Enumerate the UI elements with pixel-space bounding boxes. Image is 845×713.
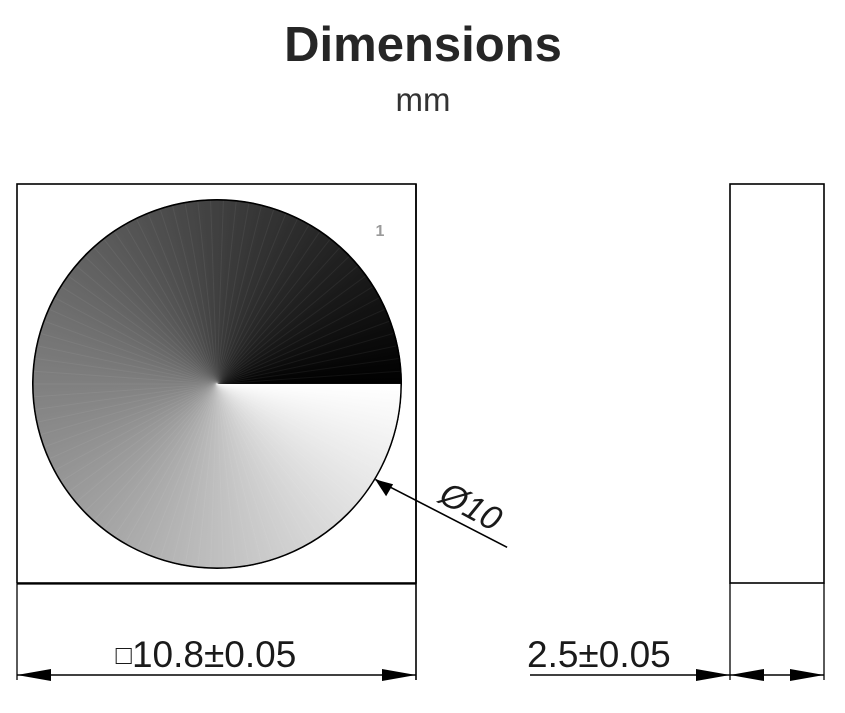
- svg-text:mm: mm: [396, 81, 451, 118]
- svg-text:Dimensions: Dimensions: [284, 18, 562, 72]
- svg-text:2.5±0.05: 2.5±0.05: [527, 634, 671, 675]
- svg-text:Ø10: Ø10: [432, 474, 508, 539]
- svg-text:□10.8±0.05: □10.8±0.05: [116, 634, 297, 675]
- svg-text:1: 1: [376, 223, 385, 240]
